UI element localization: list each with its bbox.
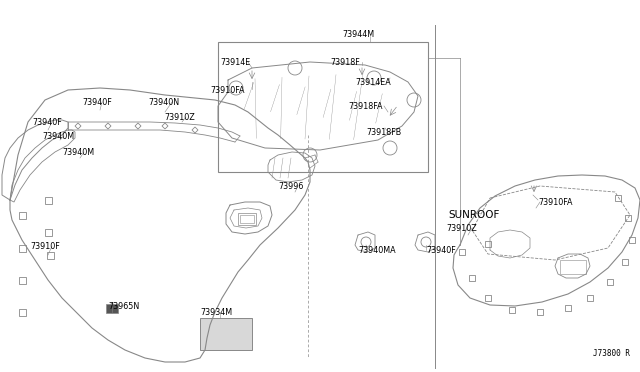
Text: 73965N: 73965N: [108, 302, 140, 311]
Bar: [629, 237, 635, 243]
Bar: [469, 275, 475, 281]
Bar: [106, 304, 118, 313]
Text: 73944M: 73944M: [342, 30, 374, 39]
Text: 73910Z: 73910Z: [164, 113, 195, 122]
Bar: [19, 276, 26, 283]
Bar: [19, 212, 26, 218]
Text: SUNROOF: SUNROOF: [448, 210, 499, 220]
Bar: [45, 228, 51, 235]
Text: 73910FA: 73910FA: [538, 198, 573, 207]
Bar: [218, 42, 428, 172]
Bar: [587, 295, 593, 301]
Text: 73918FB: 73918FB: [366, 128, 401, 137]
Bar: [240, 215, 254, 223]
Bar: [200, 318, 252, 350]
Text: 73910FA: 73910FA: [210, 86, 244, 95]
Text: 73918F: 73918F: [330, 58, 360, 67]
Bar: [459, 249, 465, 255]
Text: J73800 R: J73800 R: [593, 349, 630, 358]
Bar: [509, 307, 515, 313]
Bar: [19, 244, 26, 251]
Bar: [560, 260, 586, 274]
Text: 73940M: 73940M: [42, 132, 74, 141]
Text: 73940F: 73940F: [82, 98, 112, 107]
Bar: [622, 259, 628, 265]
Bar: [19, 308, 26, 315]
Text: 73940MA: 73940MA: [358, 246, 396, 255]
Text: 73996: 73996: [278, 182, 303, 191]
Bar: [238, 213, 256, 225]
Text: 73914E: 73914E: [220, 58, 250, 67]
Bar: [45, 196, 51, 203]
Text: 73940F: 73940F: [426, 246, 456, 255]
Text: 73918FA: 73918FA: [348, 102, 383, 111]
Bar: [485, 295, 491, 301]
Bar: [625, 215, 631, 221]
Bar: [615, 195, 621, 201]
Text: 73910F: 73910F: [30, 242, 60, 251]
Bar: [565, 305, 571, 311]
Text: 73910Z: 73910Z: [446, 224, 477, 233]
Text: 73940N: 73940N: [148, 98, 179, 107]
Bar: [607, 279, 613, 285]
Bar: [537, 309, 543, 315]
Text: 73940M: 73940M: [62, 148, 94, 157]
Text: 73934M: 73934M: [200, 308, 232, 317]
Text: 73940F: 73940F: [32, 118, 61, 127]
Bar: [485, 241, 491, 247]
Text: 73914EA: 73914EA: [355, 78, 391, 87]
Bar: [47, 251, 54, 259]
